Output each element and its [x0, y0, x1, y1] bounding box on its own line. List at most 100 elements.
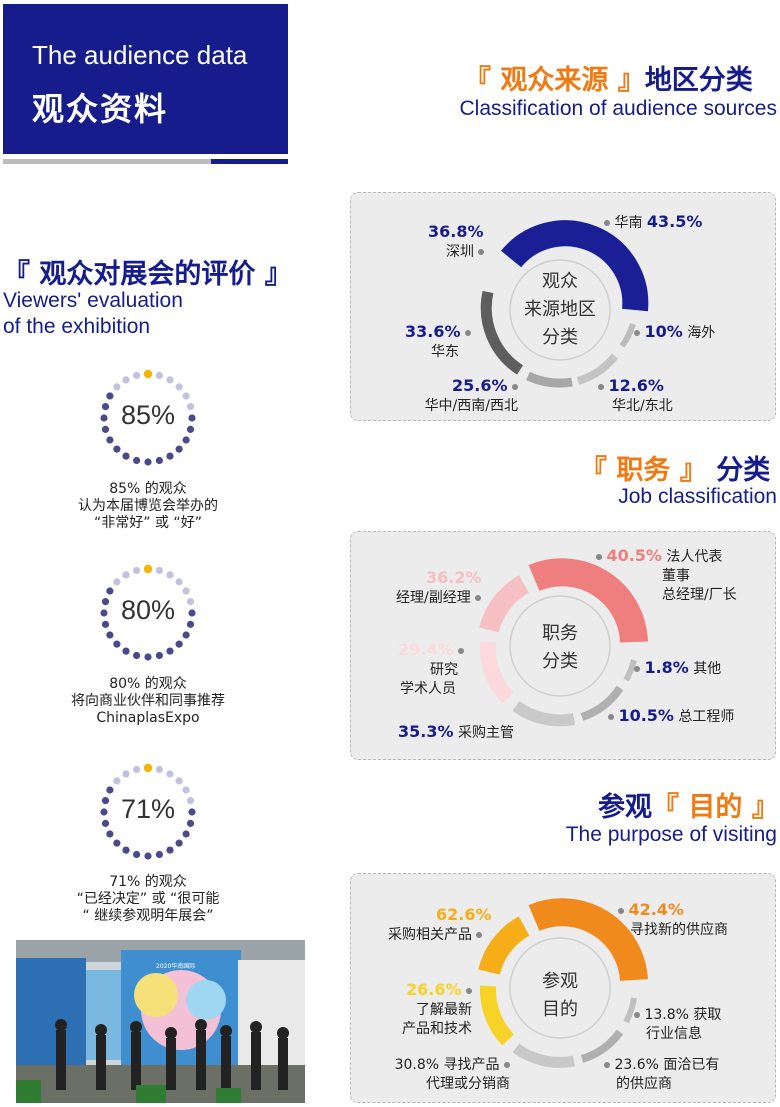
job-center-label: 职务 分类: [542, 623, 578, 672]
arc-haiwai: [619, 323, 636, 348]
ring-dot: [113, 640, 121, 648]
ring-dot: [133, 566, 141, 575]
job-subtitle: Job classification: [618, 485, 777, 508]
arc-purchase: [512, 701, 576, 727]
source-subtitle: Classification of audience sources: [459, 97, 777, 120]
purpose-label-agent: 30.8% 寻找产品 代理或分销商: [394, 1057, 510, 1092]
exhibition-photo: 2020华南国际: [16, 940, 305, 1103]
ring-dot: [106, 392, 114, 400]
source-title: 『 观众来源 』地区分类: [464, 65, 753, 96]
purpose-label-newsupplier: 42.4% 寻找新的供应商: [618, 900, 728, 940]
job-label-research: 29.4% 研究 学术人员: [398, 640, 464, 699]
ring-dot: [155, 651, 163, 660]
source-donut: [480, 220, 649, 388]
ring-dot: [133, 456, 141, 465]
ring-dot: [133, 850, 141, 859]
ring-dot: [113, 383, 121, 391]
ring-dot: [133, 765, 141, 774]
ring-dot: [113, 578, 121, 586]
source-center-label: 观众 来源地区 分类: [524, 271, 596, 348]
arc-research: [479, 641, 515, 704]
ring-dot: [144, 852, 152, 860]
ring-dot: [106, 436, 114, 444]
job-donut: [479, 558, 648, 727]
purpose-subtitle: The purpose of visiting: [565, 823, 777, 846]
ring-dot: [133, 651, 141, 660]
arc-newsupplier: [528, 898, 648, 982]
ring-dot: [186, 598, 195, 606]
ring-dot: [100, 808, 108, 816]
dotted-ring-85: [100, 369, 196, 466]
ring-dot: [175, 578, 183, 586]
ring-dot: [186, 797, 195, 805]
ring-dot: [182, 392, 190, 400]
eval-value-2: 80%: [120, 595, 176, 625]
ring-dot: [101, 598, 110, 606]
ring-dot: [101, 620, 110, 628]
header-underline-blue: [211, 159, 288, 164]
ring-dot: [101, 403, 110, 411]
ring-dot: [166, 846, 174, 854]
ring-dot: [175, 383, 183, 391]
arc-manager: [479, 575, 530, 633]
job-label-other: 1.8% 其他: [634, 658, 721, 679]
ring-dot: [101, 797, 110, 805]
arc-buy: [478, 916, 530, 976]
ring-dot: [166, 571, 174, 579]
eval-caption-1: 85% 的观众 认为本届博览会举办的 “非常好” 或 “好”: [78, 481, 218, 531]
ring-dot: [113, 777, 121, 785]
job-label-engineer: 10.5% 总工程师: [608, 706, 734, 727]
ring-dot: [175, 777, 183, 785]
ring-dot: [122, 647, 130, 655]
header-chinese-title: 观众资料: [32, 90, 169, 128]
arc-info: [623, 997, 637, 1024]
ring-dot: [166, 452, 174, 460]
ring-dot: [106, 786, 114, 794]
arc-other: [623, 659, 637, 682]
ring-dot: [133, 371, 141, 380]
ring-dot: [113, 839, 121, 847]
header-underline-gray: [3, 159, 211, 164]
ring-dot: [122, 770, 130, 778]
ring-dot: [166, 647, 174, 655]
job-label-purchase: 35.3% 采购主管: [398, 722, 514, 741]
ring-dot: [155, 456, 163, 465]
ring-dot: [143, 564, 153, 574]
ring-dot: [166, 770, 174, 778]
ring-dot: [106, 587, 114, 595]
ring-dot: [188, 808, 196, 816]
ring-dot: [155, 371, 163, 380]
job-title: 『 职务 』 分类: [580, 455, 771, 486]
ring-dot: [155, 566, 163, 575]
ring-dot: [186, 425, 195, 433]
eval-value-1: 85%: [120, 400, 176, 430]
ring-dot: [186, 620, 195, 628]
ring-dot: [143, 369, 153, 379]
ring-dot: [188, 414, 196, 422]
purpose-label-info: 13.8% 获取 行业信息: [634, 1006, 721, 1044]
purpose-label-latest: 26.6% 了解最新 产品和技术: [402, 980, 472, 1037]
ring-dot: [175, 445, 183, 453]
ring-dot: [155, 850, 163, 859]
purpose-title: 参观『 目的 』: [598, 792, 779, 823]
arc-latest: [479, 985, 515, 1046]
ring-dot: [186, 819, 195, 827]
arc-engineer: [580, 685, 624, 721]
ring-dot: [106, 830, 114, 838]
purpose-donut: [478, 898, 648, 1068]
ring-dot: [182, 587, 190, 595]
arc-existing: [580, 1029, 624, 1063]
ring-dot: [186, 403, 195, 411]
job-label-legal: 40.5% 法人代表 董事 总经理/厂长: [596, 546, 737, 605]
source-label-huanan: 华南 43.5%: [604, 212, 702, 233]
ring-dot: [188, 609, 196, 617]
ring-dot: [155, 765, 163, 774]
arc-legal: [528, 558, 648, 644]
ring-dot: [101, 819, 110, 827]
ring-dot: [122, 376, 130, 384]
arc-huazhong: [526, 371, 573, 388]
ring-dot: [100, 609, 108, 617]
ring-dot: [182, 436, 190, 444]
source-label-shenzhen: 36.8% 深圳: [428, 222, 485, 260]
source-label-huabei: 12.6% 华北/东北: [598, 376, 673, 416]
